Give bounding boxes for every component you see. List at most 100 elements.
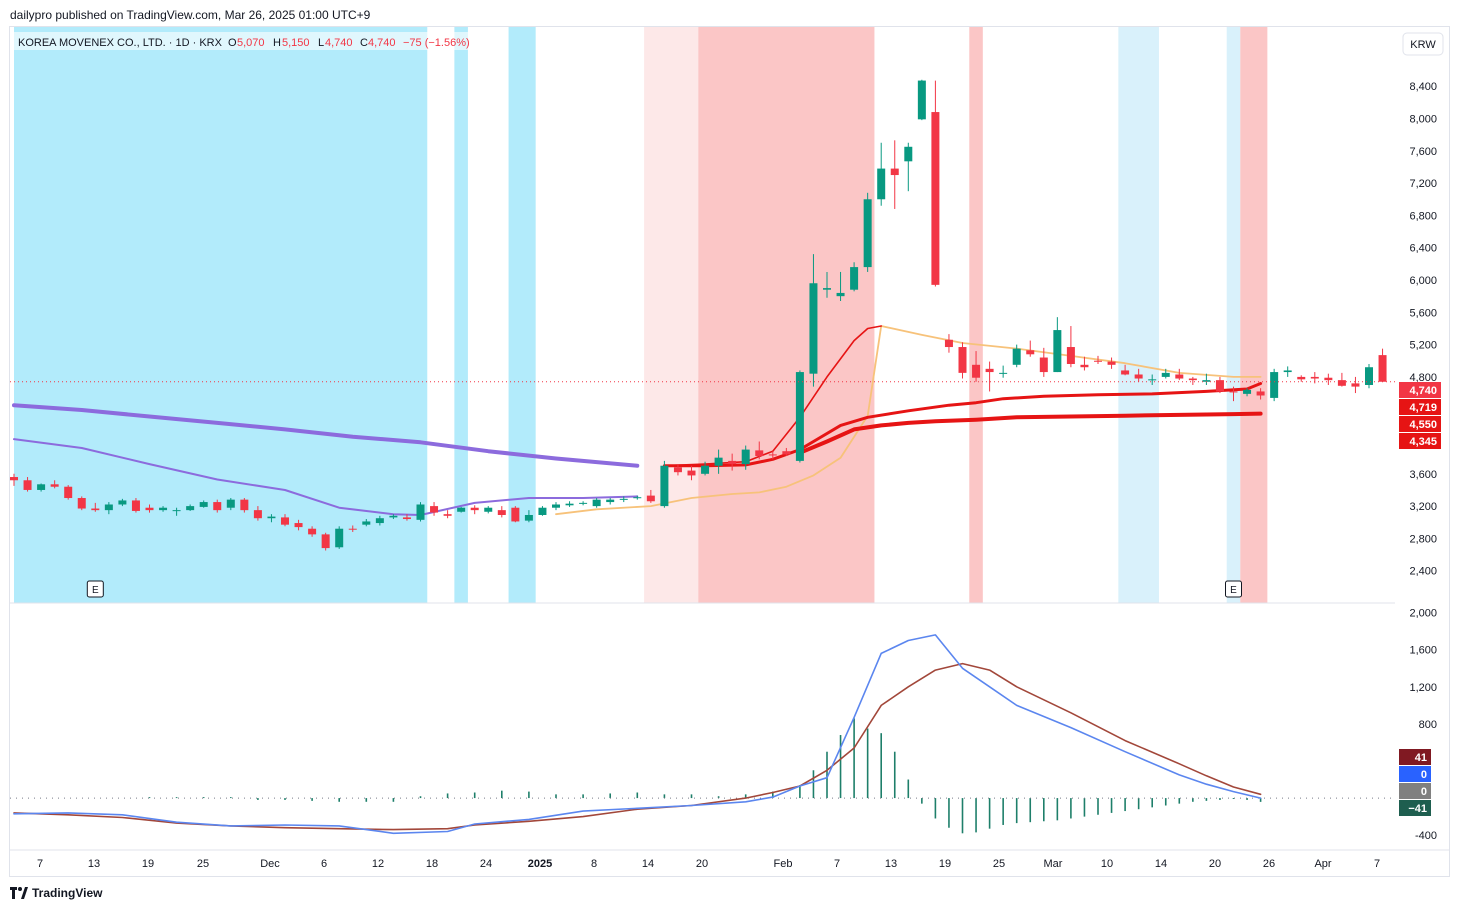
candle-body	[1039, 357, 1048, 373]
candle-body	[430, 506, 439, 513]
time-tick-label: Feb	[774, 858, 793, 870]
price-tick-label: 8,400	[1409, 81, 1437, 93]
candle-body	[213, 502, 222, 511]
candle-body	[362, 521, 371, 525]
indicator-tick-label: 1,600	[1409, 645, 1437, 657]
candle-body	[1175, 374, 1184, 379]
chart-frame[interactable]	[9, 26, 1450, 877]
price-tick-label: 5,600	[1409, 307, 1437, 319]
time-tick-label: 13	[885, 858, 897, 870]
candle-body	[714, 457, 723, 466]
candle-body	[1161, 372, 1170, 377]
background-band	[454, 27, 468, 603]
price-label-text: 4,719	[1409, 402, 1437, 414]
ma-purple-thin-line	[13, 438, 639, 516]
candle-body	[606, 499, 615, 503]
candle-body	[402, 517, 411, 520]
price-label-text: 4,550	[1409, 419, 1437, 431]
price-label-text: 4,345	[1409, 436, 1437, 448]
legend-close-value: 4,740	[368, 37, 396, 49]
candle-body	[768, 454, 777, 456]
background-band	[14, 27, 428, 603]
indicator-label-box	[1399, 766, 1431, 782]
candle-body	[375, 518, 384, 524]
candle-body	[1270, 372, 1279, 398]
candle-body	[972, 364, 981, 378]
candle-body	[1080, 364, 1089, 368]
time-tick-label: 14	[1155, 858, 1167, 870]
candle-body	[782, 451, 791, 455]
candle-body	[1365, 367, 1373, 385]
candle-body	[795, 372, 804, 461]
tradingview-logo-icon	[10, 883, 28, 899]
time-tick-label: 10	[1101, 858, 1113, 870]
time-tick-label: 12	[372, 858, 384, 870]
time-tick-label: 6	[321, 858, 327, 870]
candle-body	[294, 523, 303, 528]
candle-body	[1121, 370, 1130, 375]
candle-body	[592, 499, 601, 507]
indicator-axis: -400 800 1,200 1,600 2,000	[1409, 608, 1437, 843]
candle-body	[10, 477, 18, 481]
candle-body	[389, 515, 398, 518]
background-band	[1226, 27, 1241, 603]
candles	[10, 79, 1395, 551]
candle-body	[335, 528, 344, 548]
candle-body	[159, 507, 168, 511]
currency-button[interactable]: KRW	[1402, 32, 1444, 56]
indicator-tick-label: 800	[1419, 719, 1437, 731]
time-tick-label: 25	[197, 858, 209, 870]
candle-body	[1283, 370, 1292, 373]
candle-body	[741, 449, 750, 465]
candle-body	[457, 507, 466, 512]
candle-body	[524, 514, 533, 521]
ma-red-long-line	[797, 411, 1263, 455]
candle-body	[484, 507, 493, 512]
candle-body	[1229, 391, 1238, 393]
time-tick-label: 24	[480, 858, 492, 870]
candle-body	[660, 465, 669, 507]
signal-line	[13, 662, 1262, 831]
background-bands	[10, 27, 1395, 604]
earnings-marker	[1225, 580, 1242, 598]
legend-high-label: H	[273, 37, 281, 49]
candle-body	[172, 510, 181, 512]
footer[interactable]: TradingView	[10, 883, 102, 900]
legend-close-label: C	[360, 37, 368, 49]
candle-body	[64, 486, 73, 499]
candle-body	[77, 498, 86, 509]
candle-body	[579, 502, 588, 504]
indicator-label-box	[1399, 783, 1431, 799]
earnings-marker-label: E	[1230, 585, 1237, 596]
background-band	[1118, 27, 1159, 603]
price-tick-label: 6,000	[1409, 275, 1437, 287]
candle-body	[1256, 391, 1265, 396]
candle-body	[565, 503, 574, 506]
time-tick-label: 25	[993, 858, 1005, 870]
price-tick-label: 3,200	[1409, 501, 1437, 513]
price-axis: 2,4002,8003,2003,6004,0004,4004,8005,200…	[1409, 81, 1437, 577]
indicator-label-text: −41	[1408, 803, 1427, 815]
time-tick-label: 20	[696, 858, 708, 870]
price-label-box	[1399, 382, 1441, 398]
earnings-marker-label: E	[92, 585, 99, 596]
candle-body	[1026, 350, 1035, 355]
candle-body	[701, 465, 710, 474]
ma-red-mid-line	[662, 382, 1263, 468]
candle-body	[443, 514, 452, 516]
time-tick-label: 20	[1209, 858, 1221, 870]
time-tick-label: Dec	[260, 858, 280, 870]
time-axis: 7 13 19 25 Dec 6 12 18 24 2025 8 14 20 Feb 7 13 19 25 Mar 1…	[10, 849, 1450, 870]
legend-change: −75 (−1.56%)	[403, 37, 470, 49]
indicator-label-box	[1399, 800, 1431, 816]
candle-body	[904, 146, 913, 162]
time-tick-label: 7	[834, 858, 840, 870]
price-tick-label: 2,400	[1409, 566, 1437, 578]
background-band	[969, 27, 983, 603]
currency-label: KRW	[1410, 39, 1436, 51]
indicator-tick-label: -400	[1415, 830, 1437, 842]
price-label-text: 4,740	[1409, 385, 1437, 397]
legend-symbol[interactable]: KOREA MOVENEX CO., LTD. · 1D · KRX	[18, 37, 223, 49]
ma-purple-thick-line	[12, 403, 640, 468]
